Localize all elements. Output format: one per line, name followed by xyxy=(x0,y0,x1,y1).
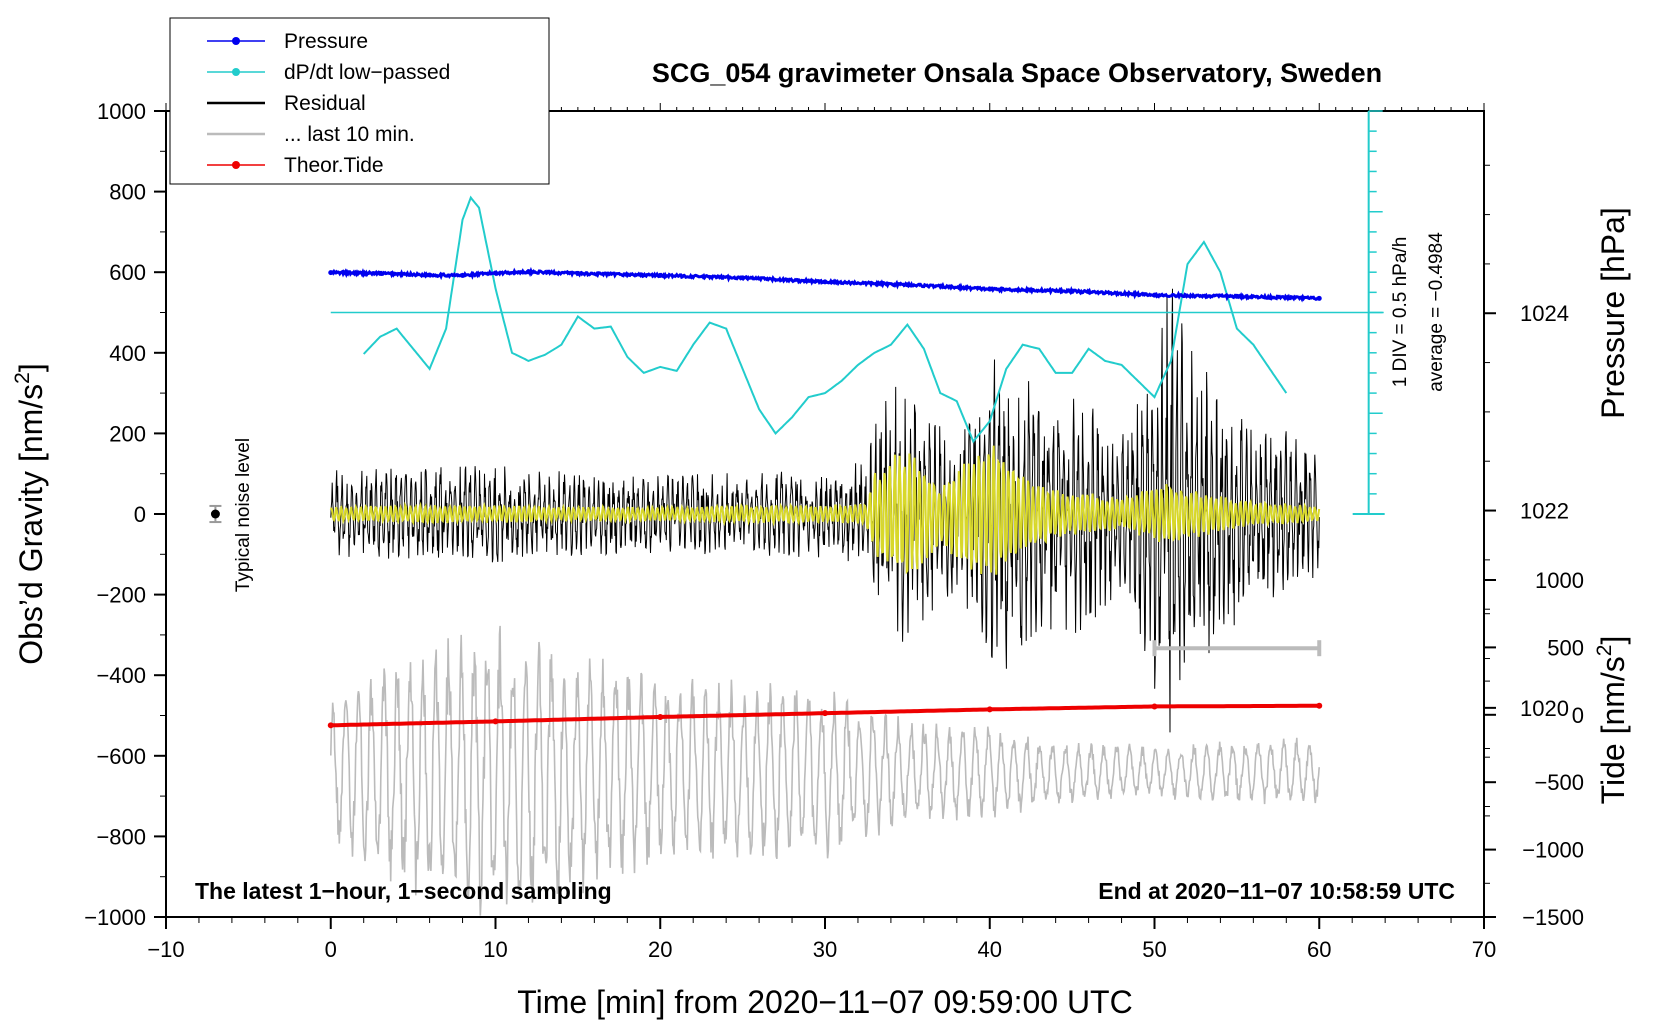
y-tick-label: −400 xyxy=(96,663,146,688)
tide-tick-label: 1000 xyxy=(1535,568,1584,593)
dpdt-div-label: 1 DIV = 0.5 hPa/h xyxy=(1390,237,1411,388)
legend-swatch-marker xyxy=(232,68,240,76)
series-pressure-point xyxy=(904,282,910,288)
series-tide-point xyxy=(1151,703,1158,710)
legend-box xyxy=(169,17,550,185)
series-pressure-point xyxy=(377,270,383,276)
series-dpdt-line xyxy=(362,195,1288,444)
x-tick-label: −10 xyxy=(147,937,184,962)
series-tide-point xyxy=(657,713,664,720)
tide-axis-title-sup: 2 xyxy=(1593,645,1616,657)
series-pressure-point xyxy=(740,275,746,281)
legend-label: dP/dt low−passed xyxy=(284,61,450,84)
y-tick-label: 400 xyxy=(109,341,146,366)
x-tick-label: 20 xyxy=(648,937,672,962)
y-axis-title-end: ] xyxy=(13,363,49,372)
series-pressure-point xyxy=(822,279,828,285)
series-pressure-point xyxy=(1234,293,1240,299)
x-tick-label: 60 xyxy=(1307,937,1331,962)
legend: Pressure dP/dt low−passed Residual ... last… xyxy=(169,17,550,185)
series-pressure-point xyxy=(493,270,498,276)
chart-title: SCG_054 gravimeter Onsala Space Observat… xyxy=(652,58,1382,88)
pressure-tick-label: 1020 xyxy=(1520,696,1569,721)
y-tick-label: −800 xyxy=(96,824,146,849)
x-tick-label: 10 xyxy=(483,937,507,962)
pressure-tick-label: 1024 xyxy=(1520,301,1569,326)
noise-point xyxy=(210,509,220,519)
series-pressure-point xyxy=(460,272,466,278)
series-tide-point xyxy=(986,706,993,713)
y-tick-label: 600 xyxy=(109,260,146,285)
series-tide-point xyxy=(822,710,828,717)
legend-label: Theor.Tide xyxy=(284,154,384,177)
series-tide-point xyxy=(1316,702,1323,709)
x-tick-label: 50 xyxy=(1142,937,1166,962)
pressure-axis-title: Pressure [hPa] xyxy=(1595,207,1631,419)
legend-label: ... last 10 min. xyxy=(284,123,415,146)
series-pressure-point xyxy=(427,272,433,278)
series-last10-line xyxy=(330,625,1320,916)
tide-tick-label: −500 xyxy=(1534,770,1584,795)
series-pressure-point xyxy=(525,269,531,275)
x-tick-label: 30 xyxy=(813,937,837,962)
legend-label: Pressure xyxy=(284,30,368,53)
tide-tick-label: 0 xyxy=(1572,703,1584,728)
legend-swatch-marker xyxy=(232,161,240,169)
series-pressure-point xyxy=(1316,295,1322,301)
series-pressure-point xyxy=(1152,292,1157,298)
series-tide-point xyxy=(327,722,334,729)
y-tick-label: 1000 xyxy=(97,99,146,124)
tide-axis-title: Tide [nm/s2] xyxy=(1593,636,1631,805)
y-axis-title-sup: 2 xyxy=(11,372,34,384)
x-axis-title: Time [min] from 2020−11−07 09:59:00 UTC xyxy=(517,984,1132,1020)
legend-swatch-marker xyxy=(232,37,240,45)
x-tick-label: 0 xyxy=(325,937,337,962)
series-pressure-point xyxy=(328,270,334,276)
tide-axis-title-main: Tide [nm/s xyxy=(1595,656,1631,804)
y-tick-label: 800 xyxy=(109,180,146,205)
dpdt-average-label: average = −0.4984 xyxy=(1426,232,1447,392)
series-pressure-point xyxy=(657,272,663,278)
y-tick-label: −200 xyxy=(96,583,146,608)
x-tick-label: 70 xyxy=(1472,937,1496,962)
x-tick-label: 40 xyxy=(978,937,1002,962)
series-pressure-point xyxy=(1069,288,1075,294)
tide-tick-label: 500 xyxy=(1547,635,1584,660)
y-tick-label: 200 xyxy=(109,421,146,446)
noise-level-label: Typical noise level xyxy=(233,438,254,592)
series-pressure-point xyxy=(575,270,581,276)
series-tide-point xyxy=(492,718,499,725)
y-tick-label: −600 xyxy=(96,744,146,769)
footer-left: The latest 1−hour, 1−second sampling xyxy=(195,878,612,904)
footer-right: End at 2020−11−07 10:58:59 UTC xyxy=(1098,878,1455,904)
tide-tick-label: −1500 xyxy=(1522,905,1584,930)
y-axis-title-main: Obs’d Gravity [nm/s xyxy=(13,384,49,665)
tide-axis-title-end: ] xyxy=(1595,636,1631,645)
legend-label: Residual xyxy=(284,92,366,115)
y-tick-label: 0 xyxy=(134,502,146,527)
series-filtered-line xyxy=(329,445,1321,575)
y-tick-label: −1000 xyxy=(84,905,146,930)
tide-tick-label: −1000 xyxy=(1522,838,1584,863)
pressure-tick-label: 1022 xyxy=(1520,499,1569,524)
series-pressure-point xyxy=(987,286,993,292)
y-axis-title: Obs’d Gravity [nm/s2] xyxy=(11,363,49,665)
